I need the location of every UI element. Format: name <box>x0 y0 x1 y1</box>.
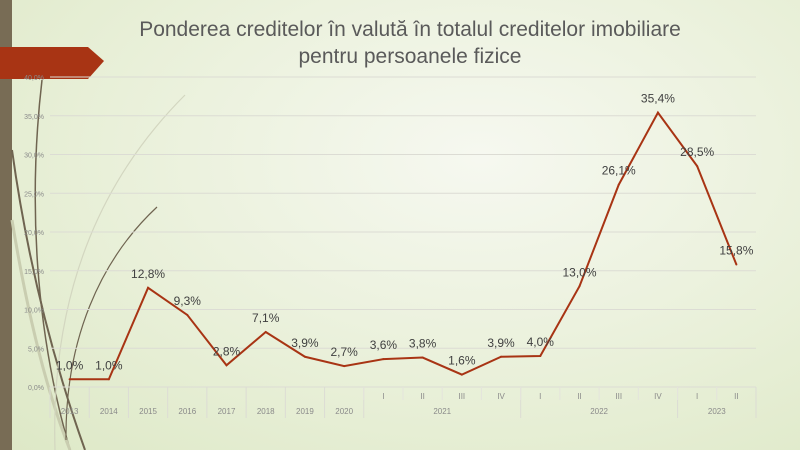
data-label: 1,0% <box>95 358 123 372</box>
data-point <box>500 355 503 358</box>
y-tick-label: 5,0% <box>28 346 44 353</box>
x-subcategory-label: IV <box>497 392 505 401</box>
y-tick-label: 40,0% <box>24 75 44 82</box>
data-label: 4,0% <box>527 335 555 349</box>
y-tick-label: 0,0% <box>28 385 44 392</box>
data-label: 3,9% <box>291 336 319 350</box>
series-line <box>69 110 738 381</box>
x-tick-label: 2015 <box>139 407 157 416</box>
y-tick-label: 35,0% <box>24 114 44 121</box>
x-subcategory-label: II <box>577 392 581 401</box>
data-label: 7,1% <box>252 311 280 325</box>
x-group-label: 2021 <box>433 407 451 416</box>
y-tick-label: 30,0% <box>24 153 44 160</box>
data-point <box>617 183 620 186</box>
data-label: 12,8% <box>131 267 165 281</box>
data-label: 3,9% <box>487 336 515 350</box>
data-point <box>578 285 581 288</box>
chart-title: Ponderea creditelor în valută în totalul… <box>60 16 760 70</box>
y-tick-label: 15,0% <box>24 269 44 276</box>
data-label: 28,5% <box>680 145 714 159</box>
x-group-label: 2023 <box>708 407 726 416</box>
data-label: 1,0% <box>56 358 84 372</box>
x-subcategory-label: I <box>539 392 541 401</box>
data-point <box>735 263 738 266</box>
title-line-2: pentru persoanele fizice <box>298 45 522 68</box>
y-tick-label: 20,0% <box>24 230 44 237</box>
title-banner <box>0 47 104 79</box>
x-tick-label: 2020 <box>335 407 353 416</box>
data-label: 2,8% <box>213 344 241 358</box>
x-tick-label: 2019 <box>296 407 314 416</box>
data-label: 13,0% <box>562 265 596 279</box>
x-subcategory-label: IV <box>654 392 662 401</box>
data-point <box>656 111 659 114</box>
data-point <box>343 365 346 368</box>
data-point <box>186 313 189 316</box>
data-label: 3,6% <box>370 338 398 352</box>
data-label: 15,8% <box>719 244 753 258</box>
data-label: 9,3% <box>174 294 202 308</box>
data-point <box>225 364 228 367</box>
data-label: 3,8% <box>409 337 437 351</box>
x-group-label: 2022 <box>590 407 608 416</box>
data-point <box>68 378 71 381</box>
title-line-1: Ponderea creditelor în valută în totalul… <box>139 18 681 41</box>
x-tick-label: 2016 <box>178 407 196 416</box>
data-label: 26,1% <box>602 164 636 178</box>
data-point <box>460 373 463 376</box>
x-tick-label: 2017 <box>218 407 236 416</box>
left-accent-bar <box>0 0 12 450</box>
x-tick-label: 2018 <box>257 407 275 416</box>
data-point <box>421 356 424 359</box>
data-point <box>696 165 699 168</box>
data-point <box>382 358 385 361</box>
data-point <box>147 286 150 289</box>
data-point <box>539 355 542 357</box>
x-tick-label: 2013 <box>61 407 79 416</box>
data-label: 35,4% <box>641 92 675 106</box>
x-subcategory-label: III <box>458 392 465 401</box>
x-subcategory-label: I <box>696 392 698 401</box>
data-point <box>264 330 267 333</box>
data-label: 1,6% <box>448 354 476 368</box>
data-point <box>107 378 110 381</box>
x-subcategory-label: III <box>615 392 622 401</box>
y-tick-label: 25,0% <box>24 191 44 198</box>
data-label: 2,7% <box>330 345 358 359</box>
data-point <box>303 355 306 358</box>
x-tick-label: 2014 <box>100 407 118 416</box>
x-subcategory-label: II <box>734 392 738 401</box>
x-subcategory-label: I <box>382 392 384 401</box>
x-subcategory-label: II <box>420 392 424 401</box>
y-tick-label: 10,0% <box>24 308 44 315</box>
